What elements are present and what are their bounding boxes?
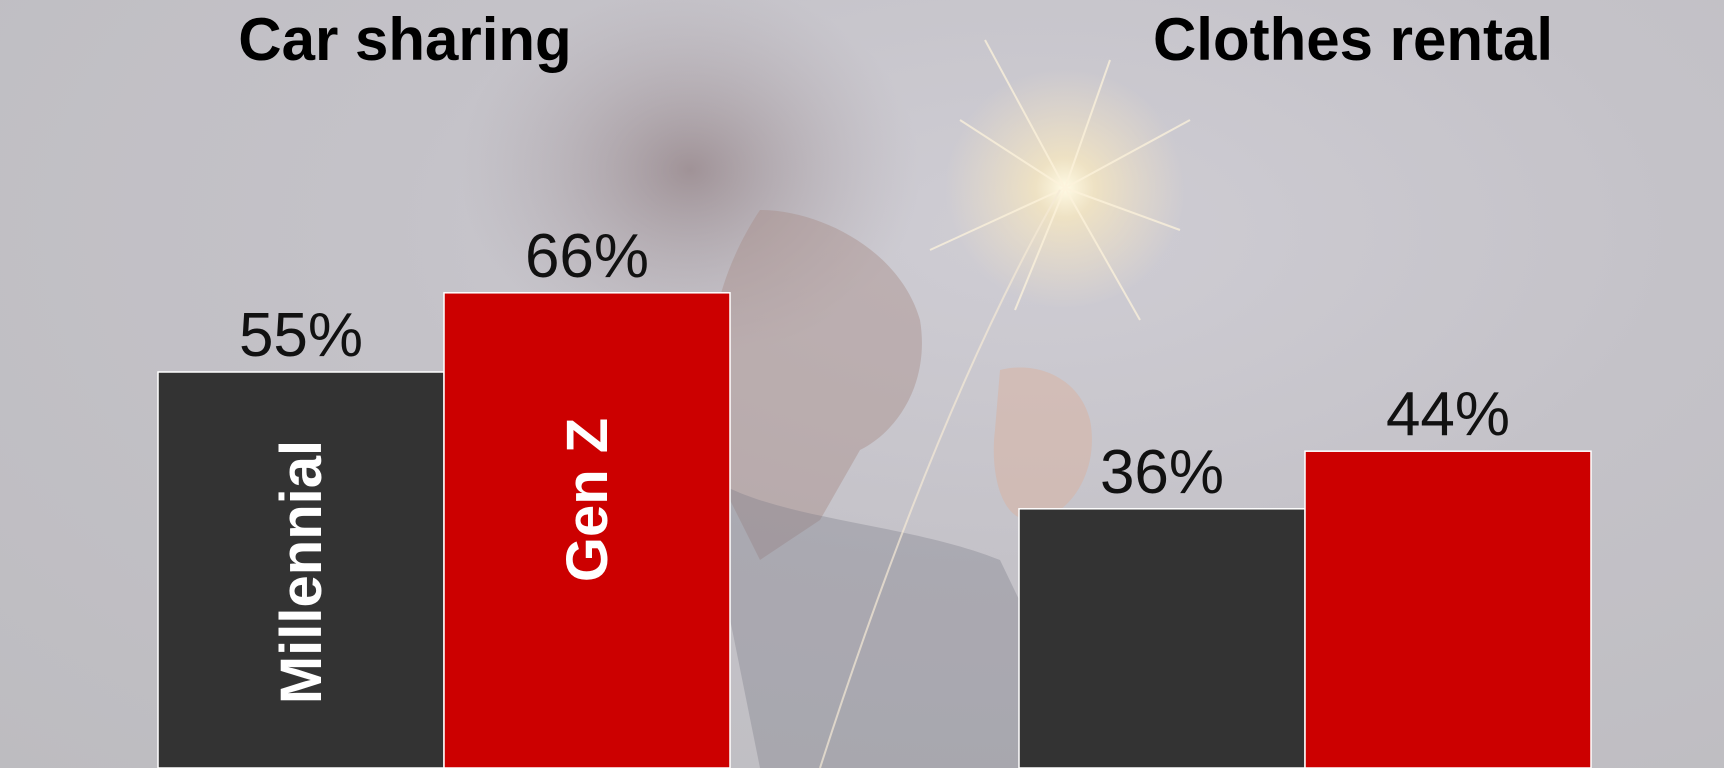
bar-car-sharing-gen-z bbox=[443, 292, 731, 768]
bar-car-sharing-millennial bbox=[157, 371, 445, 768]
panel-title-clothes-rental: Clothes rental bbox=[1153, 6, 1553, 73]
series-label-gen-z: Gen Z bbox=[555, 418, 620, 582]
value-label-clothes-rental-millennial: 36% bbox=[1100, 438, 1224, 507]
value-label-clothes-rental-gen-z: 44% bbox=[1386, 380, 1510, 449]
value-label-car-sharing-gen-z: 66% bbox=[525, 222, 649, 291]
bar-clothes-rental-gen-z bbox=[1304, 450, 1592, 768]
bar-clothes-rental-millennial bbox=[1018, 508, 1306, 768]
series-label-millennial: Millennial bbox=[269, 440, 334, 704]
value-label-car-sharing-millennial: 55% bbox=[239, 301, 363, 370]
panel-title-car-sharing: Car sharing bbox=[238, 6, 571, 73]
